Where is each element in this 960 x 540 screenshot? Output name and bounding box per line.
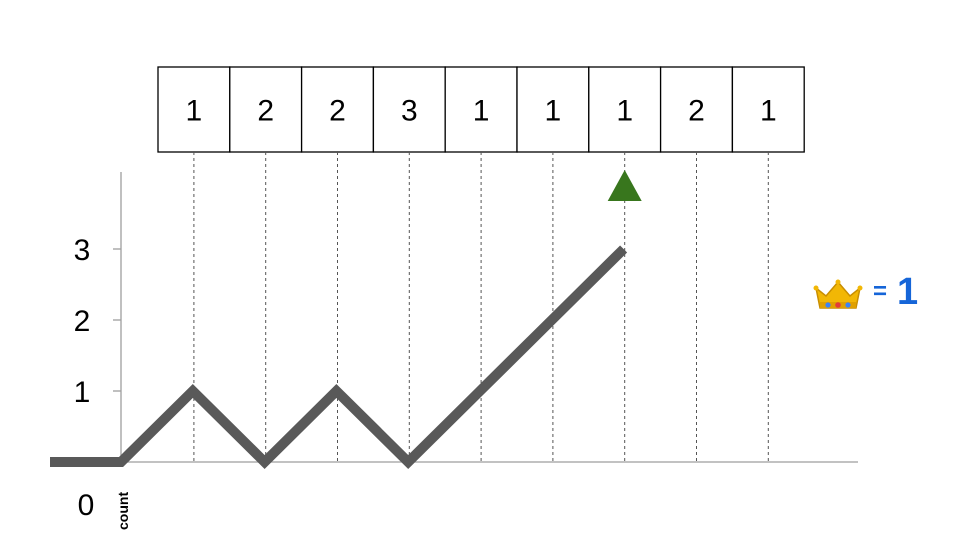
sequence-cell: 1 bbox=[444, 66, 518, 153]
crown-icon bbox=[813, 279, 863, 309]
sequence-row: 1 2 2 3 1 1 1 2 1 bbox=[157, 66, 805, 153]
sequence-cell: 1 bbox=[516, 66, 590, 153]
origin-label: 0 bbox=[78, 489, 95, 522]
y-tick-label: 3 bbox=[74, 234, 91, 267]
sequence-value: 2 bbox=[329, 95, 346, 128]
sequence-value: 1 bbox=[616, 95, 633, 128]
sequence-value: 1 bbox=[473, 95, 490, 128]
y-tick-label: 2 bbox=[74, 305, 91, 338]
guide-lines bbox=[193, 152, 769, 462]
score-value: 1 bbox=[897, 271, 918, 313]
sequence-cell: 2 bbox=[229, 66, 303, 153]
sequence-cell: 2 bbox=[300, 66, 375, 153]
pointer-triangle-icon bbox=[607, 170, 642, 201]
sequence-value: 3 bbox=[401, 95, 418, 128]
score-display: = 1 bbox=[813, 271, 918, 313]
sequence-cell: 3 bbox=[372, 66, 446, 153]
sequence-value: 1 bbox=[760, 95, 777, 128]
sequence-cell: 2 bbox=[659, 66, 734, 153]
y-ticks: 1 2 3 bbox=[74, 234, 121, 409]
y-tick-label: 1 bbox=[74, 376, 91, 409]
sequence-cell: 1 bbox=[588, 66, 662, 153]
score-equals: = bbox=[873, 278, 887, 305]
count-axis-label: count bbox=[115, 492, 131, 530]
sequence-value: 2 bbox=[257, 95, 274, 128]
sequence-value: 2 bbox=[688, 95, 705, 128]
sequence-value: 1 bbox=[186, 95, 203, 128]
sequence-cell: 1 bbox=[157, 66, 231, 153]
count-path bbox=[50, 245, 628, 470]
sequence-cell: 1 bbox=[731, 66, 805, 153]
sequence-value: 1 bbox=[545, 95, 562, 128]
